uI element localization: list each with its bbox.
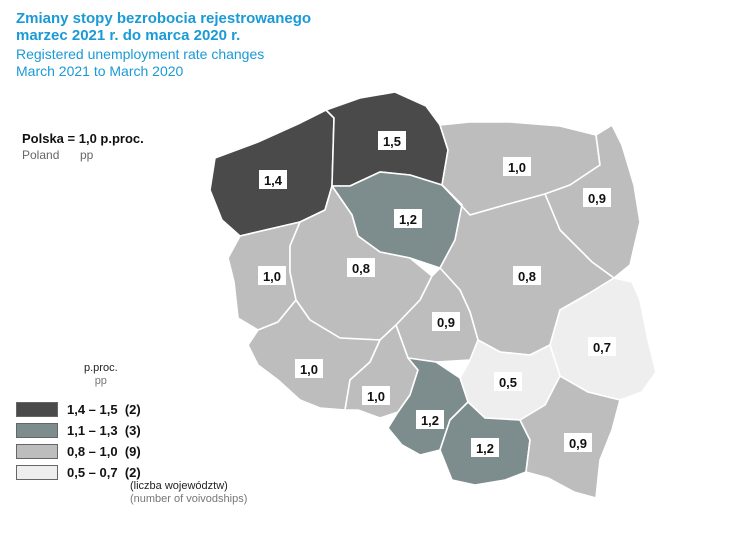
legend-unit-polish: p.proc. (84, 362, 118, 374)
value-label-wielkopolskie: 0,8 (352, 261, 370, 276)
value-label-mazowieckie: 0,8 (518, 269, 536, 284)
value-label-box-pomorskie (378, 131, 406, 150)
legend: 1,4 – 1,5 (2) 1,1 – 1,3 (3) 0,8 – 1,0 (9… (16, 399, 141, 483)
value-label-box-podlaskie (583, 188, 611, 207)
value-label-dolnoslaskie: 1,0 (300, 362, 318, 377)
value-label-lubelskie: 0,7 (593, 340, 611, 355)
value-label-lubuskie: 1,0 (263, 269, 281, 284)
legend-range-3: 0,8 – 1,0 (9) (67, 444, 141, 459)
title-english-line-1: Registered unemployment rate changes (16, 46, 265, 62)
value-label-box-slaskie (416, 410, 444, 429)
legend-note: (liczba województw) (number of voivodshi… (130, 480, 247, 506)
value-label-box-podkarpackie (564, 433, 592, 452)
title-polish-line-2: marzec 2021 r. do marca 2020 r. (16, 27, 241, 44)
legend-swatch-2 (16, 423, 58, 438)
value-label-opolskie: 1,0 (367, 389, 385, 404)
value-label-box-swietokrzyskie (494, 372, 522, 391)
national-value: Polska = 1,0 p.proc. Poland pp (22, 130, 144, 164)
value-label-kujawsko-pomorskie: 1,2 (399, 212, 417, 227)
value-label-malopolskie: 1,2 (476, 441, 494, 456)
value-label-swietokrzyskie: 0,5 (499, 375, 517, 390)
legend-note-english: (number of voivodships) (130, 493, 248, 505)
value-label-box-warminsko-mazurskie (503, 157, 531, 176)
value-label-slaskie: 1,2 (421, 413, 439, 428)
legend-note-polish: (liczba województw) (130, 480, 228, 492)
legend-swatch-4 (16, 465, 58, 480)
legend-item-4: 0,5 – 0,7 (2) (16, 462, 141, 483)
value-label-podkarpackie: 0,9 (569, 436, 587, 451)
legend-swatch-3 (16, 444, 58, 459)
legend-swatch-1 (16, 402, 58, 417)
value-label-box-lodzkie (432, 312, 460, 331)
value-label-lodzkie: 0,9 (437, 315, 455, 330)
national-unit-english: pp (80, 148, 94, 162)
national-country-english: Poland (22, 148, 60, 162)
legend-item-1: 1,4 – 1,5 (2) (16, 399, 141, 420)
title-polish: Zmiany stopy bezrobocia rejestrowanego m… (16, 10, 311, 44)
legend-range-1: 1,4 – 1,5 (2) (67, 402, 141, 417)
value-label-zachodniopomorskie: 1,4 (264, 173, 283, 188)
title-english: Registered unemployment rate changes Mar… (16, 46, 264, 80)
legend-unit: p.proc. pp (84, 362, 118, 388)
value-label-box-lubelskie (588, 337, 616, 356)
value-label-box-kujawsko-pomorskie (394, 209, 422, 228)
value-label-box-wielkopolskie (347, 258, 375, 277)
value-label-podlaskie: 0,9 (588, 191, 606, 206)
value-label-box-mazowieckie (513, 266, 541, 285)
legend-range-4: 0,5 – 0,7 (2) (67, 465, 141, 480)
title-polish-line-1: Zmiany stopy bezrobocia rejestrowanego (16, 10, 312, 27)
legend-item-2: 1,1 – 1,3 (3) (16, 420, 141, 441)
national-value-label: Polska = 1,0 p.proc. (22, 131, 144, 146)
value-label-pomorskie: 1,5 (383, 134, 401, 149)
national-value-english: Poland pp (22, 147, 144, 164)
value-label-box-lubuskie (258, 266, 286, 285)
legend-range-2: 1,1 – 1,3 (3) (67, 423, 141, 438)
title-english-line-2: March 2021 to March 2020 (16, 63, 184, 79)
value-label-box-zachodniopomorskie (259, 170, 287, 189)
value-label-warminsko-mazurskie: 1,0 (508, 160, 526, 175)
region-slaskie (387, 357, 469, 456)
value-label-box-opolskie (362, 386, 390, 405)
value-label-box-dolnoslaskie (295, 359, 323, 378)
legend-item-3: 0,8 – 1,0 (9) (16, 441, 141, 462)
legend-unit-english: pp (94, 375, 107, 387)
value-label-box-malopolskie (471, 438, 499, 457)
